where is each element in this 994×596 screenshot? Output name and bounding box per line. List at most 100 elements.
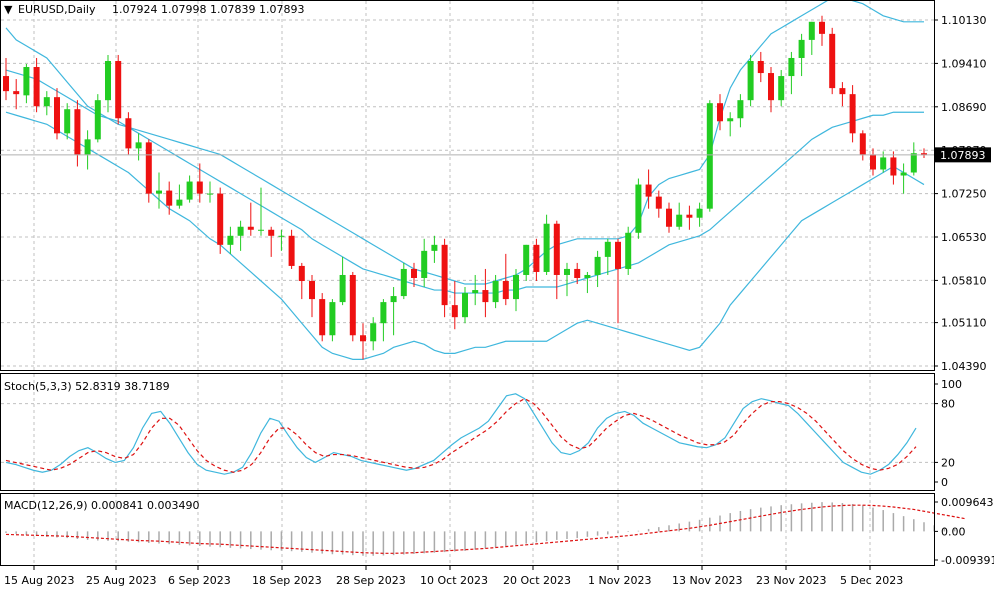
candle-body xyxy=(380,302,387,324)
candle-body xyxy=(13,91,20,95)
candle-body xyxy=(910,153,917,173)
candle-body xyxy=(635,184,642,233)
candle-body xyxy=(788,57,795,77)
candle-body xyxy=(166,190,173,206)
macd-bars xyxy=(5,502,965,556)
macd-pane-frame xyxy=(0,493,935,566)
candle-body xyxy=(390,296,397,303)
candle-body xyxy=(115,60,122,119)
stoch-title: Stoch(5,3,3) 52.8319 38.7189 xyxy=(4,380,170,393)
price-tick-label: 1.08690 xyxy=(941,101,987,114)
candle-body xyxy=(33,67,40,107)
candle-body xyxy=(880,157,887,170)
candle-body xyxy=(757,60,764,74)
ohlc-values: 1.07924 1.07998 1.07839 1.07893 xyxy=(112,3,304,16)
candle-body xyxy=(125,118,132,149)
last-price-box xyxy=(935,147,991,163)
candle-body xyxy=(890,157,897,176)
macd-signal-line xyxy=(5,504,965,554)
macd-tick-label: 0.009643 xyxy=(941,496,994,509)
candle-body xyxy=(3,76,9,92)
candle-body xyxy=(227,235,234,245)
candle-body xyxy=(400,268,407,297)
candle-body xyxy=(247,226,254,230)
time-axis: 15 Aug 2023 25 Aug 2023 6 Sep 2023 18 Sep 2… xyxy=(4,566,903,587)
candle-body xyxy=(523,244,530,275)
candle-body xyxy=(278,235,285,237)
candle-body xyxy=(329,302,336,336)
candle-body xyxy=(839,88,846,95)
stochastic-lines xyxy=(1,393,934,475)
candle-body xyxy=(298,265,305,282)
candle-body xyxy=(798,39,805,58)
macd-tick-label: -0.009391 xyxy=(941,554,994,567)
candle-body xyxy=(105,60,111,101)
candle-body xyxy=(808,21,815,40)
candle-body xyxy=(666,208,672,227)
time-tick-label: 23 Nov 2023 xyxy=(756,574,826,587)
candle-body xyxy=(237,226,244,236)
candle-body xyxy=(706,103,713,209)
price-tick-label: 1.04390 xyxy=(941,360,987,373)
candle-body xyxy=(921,153,927,156)
candle-body xyxy=(686,214,693,218)
time-tick-label: 25 Aug 2023 xyxy=(86,574,156,587)
candle-body xyxy=(309,281,315,300)
stoch-signal-line xyxy=(5,398,917,473)
candle-body xyxy=(176,199,183,206)
time-tick-label: 13 Nov 2023 xyxy=(672,574,742,587)
candle-body xyxy=(768,73,774,101)
price-tick-label: 1.09410 xyxy=(941,57,987,70)
stoch-tick-label: 100 xyxy=(941,378,962,391)
price-tick-label: 1.05810 xyxy=(941,274,987,287)
last-price-label: 1.07893 xyxy=(940,149,986,162)
candle-body xyxy=(43,97,50,107)
candle-body xyxy=(870,154,876,170)
price-tick-label: 1.10130 xyxy=(941,14,987,27)
candle-body xyxy=(900,172,907,176)
time-tick-label: 18 Sep 2023 xyxy=(252,574,322,587)
candle-body xyxy=(145,142,152,194)
candle-body xyxy=(360,335,366,342)
candle-body xyxy=(196,181,203,194)
symbol-dropdown-icon[interactable]: ▼ xyxy=(4,3,13,16)
candle-body xyxy=(625,232,632,269)
stoch-tick-label: 20 xyxy=(941,456,955,469)
candle-body xyxy=(594,256,601,275)
candle-body xyxy=(676,214,683,227)
macd-axis: 0.009643 0.00 -0.009391 xyxy=(934,496,994,567)
candle-body xyxy=(349,274,356,336)
stoch-tick-label: 0 xyxy=(941,476,948,489)
candle-body xyxy=(135,142,142,149)
candle-body xyxy=(645,184,652,197)
time-tick-label: 5 Dec 2023 xyxy=(840,574,903,587)
candle-body xyxy=(819,21,825,34)
candle-body xyxy=(543,223,550,272)
price-axis: 1.101301.094101.086901.079701.072501.065… xyxy=(934,14,987,373)
candle-body xyxy=(747,60,754,101)
candle-body xyxy=(472,290,479,294)
candle-body xyxy=(370,323,377,342)
candle-body xyxy=(564,268,570,275)
time-tick-label: 28 Sep 2023 xyxy=(336,574,406,587)
time-tick-label: 6 Sep 2023 xyxy=(168,574,231,587)
candle-body xyxy=(156,190,162,194)
candle-body xyxy=(584,274,591,278)
candle-body xyxy=(23,67,30,96)
candle-body xyxy=(54,97,60,134)
bollinger-upper-line xyxy=(5,0,924,285)
candle-body xyxy=(502,281,509,300)
stoch-pane-frame xyxy=(0,373,935,491)
candle-body xyxy=(513,274,519,300)
candle-body xyxy=(696,208,703,218)
price-tick-label: 1.05110 xyxy=(941,317,987,330)
candle-body xyxy=(268,229,275,236)
candle-body xyxy=(482,290,489,303)
candle-body xyxy=(859,133,866,155)
stoch-main-line xyxy=(5,393,917,475)
candle-body xyxy=(441,244,448,306)
price-tick-label: 1.07250 xyxy=(941,188,987,201)
candle-body xyxy=(615,241,621,269)
candle-body xyxy=(186,181,193,200)
